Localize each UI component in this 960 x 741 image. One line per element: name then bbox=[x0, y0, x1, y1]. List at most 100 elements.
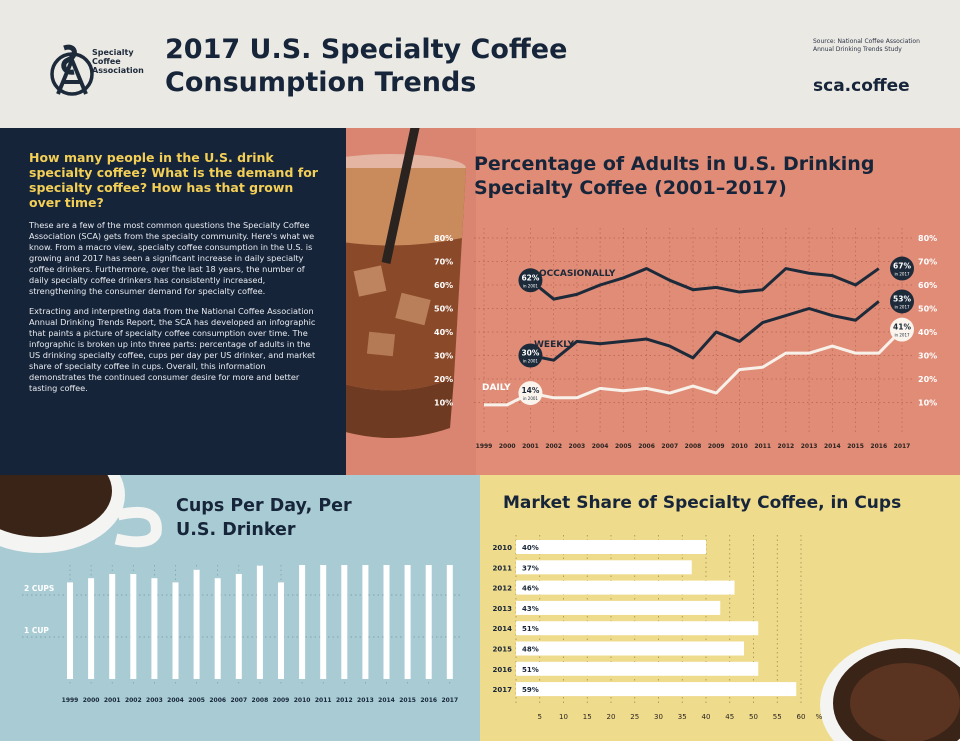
x-tick-label: 2000 bbox=[499, 443, 516, 450]
cups-bar bbox=[446, 565, 453, 679]
x-tick-label: 2002 bbox=[545, 443, 562, 450]
x-tick-label: 2017 bbox=[894, 443, 911, 450]
x-tick-label: 2007 bbox=[661, 443, 678, 450]
x-tick-label: 2012 bbox=[778, 443, 795, 450]
callout-note: in 2017 bbox=[894, 304, 910, 309]
x-tick-label: 2005 bbox=[188, 697, 205, 704]
series-label: WEEKLY bbox=[534, 340, 575, 350]
cups-bar bbox=[109, 574, 116, 679]
x-tick-label: 2016 bbox=[420, 697, 437, 704]
header: Specialty Coffee Association 2017 U.S. S… bbox=[0, 0, 960, 128]
y-tick-label-right: 50% bbox=[918, 305, 937, 314]
series-line bbox=[530, 300, 880, 362]
bar-data-label: 48% bbox=[522, 646, 539, 654]
x-tick-label: 2011 bbox=[315, 697, 332, 704]
sca-logo-icon bbox=[50, 44, 94, 96]
x-tick-label: 2011 bbox=[754, 443, 771, 450]
series-label: DAILY bbox=[482, 383, 511, 393]
x-tick-label: 35 bbox=[678, 713, 687, 721]
market-bar bbox=[516, 580, 735, 595]
y-tick-label-left: 70% bbox=[434, 258, 453, 267]
x-tick-label: 55 bbox=[773, 713, 782, 721]
callout-note: in 2001 bbox=[523, 359, 539, 364]
source-line2: Annual Drinking Trends Study bbox=[813, 46, 902, 53]
y-tick-label-right: 70% bbox=[918, 258, 937, 267]
y-tick-label-right: 40% bbox=[918, 328, 937, 337]
x-tick-label: 2013 bbox=[801, 443, 818, 450]
market-chart-title: Market Share of Specialty Coffee, in Cup… bbox=[503, 493, 902, 513]
x-tick-label: 2014 bbox=[378, 697, 395, 704]
callout-note: in 2001 bbox=[523, 396, 539, 401]
cups-bar bbox=[193, 569, 200, 679]
x-tick-label: 25 bbox=[630, 713, 639, 721]
x-tick-label: 5 bbox=[538, 713, 542, 721]
y-tick-label-left: 30% bbox=[434, 352, 453, 361]
x-tick-label: 2015 bbox=[847, 443, 864, 450]
cups-bar bbox=[67, 582, 73, 679]
y-tick-label-right: 60% bbox=[918, 281, 937, 290]
callout-note: in 2001 bbox=[523, 283, 539, 288]
x-tick-label: 2016 bbox=[870, 443, 887, 450]
y-tick-label: 2016 bbox=[493, 666, 513, 674]
percentage-chart-title: Percentage of Adults in U.S. Drinking Sp… bbox=[474, 153, 875, 199]
series-line bbox=[529, 267, 880, 301]
x-tick-label: 60 bbox=[797, 713, 806, 721]
source-note: Source: National Coffee Association Annu… bbox=[813, 38, 953, 54]
x-tick-label: 2001 bbox=[522, 443, 539, 450]
x-tick-label: 10 bbox=[559, 713, 568, 721]
percentage-line-chart: 10% 10% 20% 20% 30% 30% 40% 40% 50% 50% 60% 60% 70% 7… bbox=[434, 228, 937, 450]
x-tick-label: 2009 bbox=[708, 443, 725, 450]
y-tick-label: 2011 bbox=[493, 564, 513, 572]
cups-bar bbox=[404, 565, 411, 679]
market-bar bbox=[516, 682, 797, 697]
cups-chart-title: Cups Per Day, Per U.S. Drinker bbox=[176, 496, 352, 540]
intro-paragraph-2: Extracting and interpreting data from th… bbox=[29, 306, 316, 393]
x-tick-label: 2010 bbox=[731, 443, 748, 450]
x-tick-label: 2010 bbox=[294, 697, 311, 704]
y-tick-label-left: 10% bbox=[434, 399, 453, 408]
cups-bar bbox=[425, 565, 432, 679]
bar-data-label: 43% bbox=[522, 605, 539, 613]
y-tick-label: 2014 bbox=[493, 625, 513, 633]
market-bar bbox=[516, 621, 759, 636]
x-unit-label: % bbox=[816, 713, 823, 721]
bar-data-label: 40% bbox=[522, 544, 539, 552]
bar-data-label: 51% bbox=[522, 625, 539, 633]
callout-value: 67% bbox=[893, 262, 911, 271]
x-tick-label: 2002 bbox=[125, 697, 142, 704]
callout-note: in 2017 bbox=[894, 333, 910, 338]
cups-bar bbox=[214, 578, 221, 679]
x-tick-label: 30 bbox=[654, 713, 663, 721]
bar-data-label: 51% bbox=[522, 666, 539, 674]
x-tick-label: 50 bbox=[749, 713, 758, 721]
bar-data-label: 59% bbox=[522, 686, 539, 694]
x-tick-label: 2008 bbox=[685, 443, 702, 450]
market-bar-chart: 5 10 15 20 25 30 35 40 45 50 55 60 % 2010 40% 2011 37% 20… bbox=[493, 535, 823, 721]
x-tick-label: 2005 bbox=[615, 443, 632, 450]
market-bar bbox=[516, 560, 692, 575]
y-tick-label-left: 80% bbox=[434, 234, 453, 243]
x-tick-label: 2017 bbox=[441, 697, 458, 704]
x-tick-label: 2001 bbox=[104, 697, 121, 704]
y-tick-label: 2010 bbox=[493, 544, 513, 552]
y-tick-label-left: 60% bbox=[434, 281, 453, 290]
source-line1: Source: National Coffee Association bbox=[813, 38, 920, 45]
callout-note: in 2017 bbox=[894, 272, 910, 277]
x-tick-label: 2004 bbox=[167, 697, 184, 704]
x-tick-label: 45 bbox=[725, 713, 734, 721]
site-link[interactable]: sca.coffee bbox=[813, 76, 910, 96]
y-tick-label: 2 CUPS bbox=[24, 584, 54, 593]
cups-bar bbox=[172, 582, 179, 679]
cups-bar bbox=[151, 578, 158, 679]
y-tick-label: 1 CUP bbox=[24, 626, 49, 635]
callout-bubble bbox=[890, 289, 914, 314]
x-tick-label: 2006 bbox=[209, 697, 226, 704]
page-title-line1: 2017 U.S. Specialty Coffee bbox=[165, 34, 568, 65]
x-tick-label: 2014 bbox=[824, 443, 841, 450]
x-tick-label: 2000 bbox=[83, 697, 100, 704]
y-tick-label: 2017 bbox=[493, 686, 513, 694]
cups-panel: Cups Per Day, Per U.S. Drinker 1 CUP 2 CU… bbox=[0, 475, 480, 741]
callout-bubble bbox=[518, 268, 543, 293]
callout-bubble bbox=[890, 256, 914, 281]
